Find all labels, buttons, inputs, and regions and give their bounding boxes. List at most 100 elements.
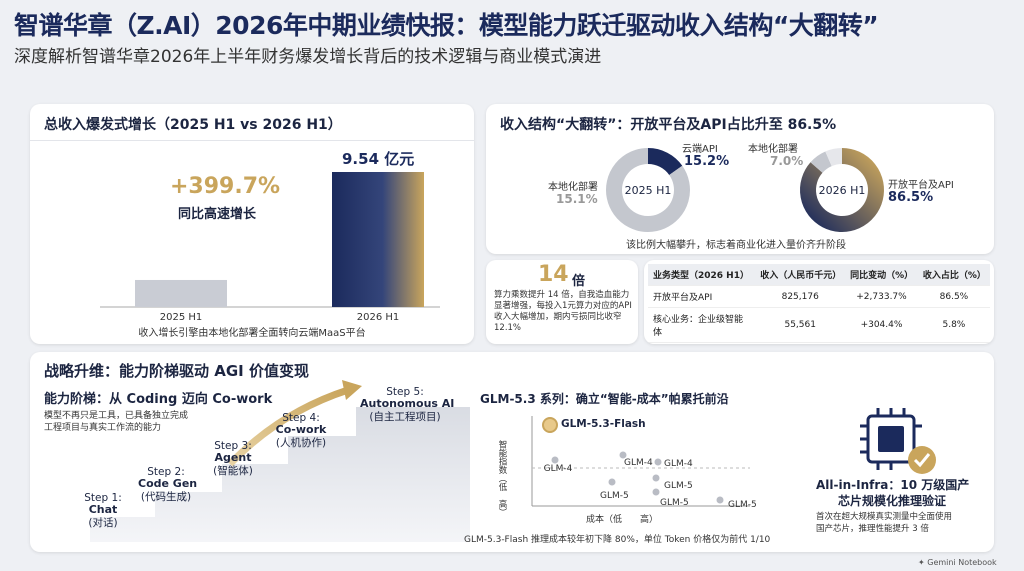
- d1-sega-label: 云端API: [682, 144, 718, 155]
- table-cell: 67,037: [755, 342, 846, 344]
- ladder-steps: [90, 380, 470, 542]
- donut1-cloud-api-segment: [647, 148, 683, 176]
- revenue-card: 总收入爆发式增长（2025 H1 vs 2026 H1） +399.7% 同比高…: [30, 104, 474, 344]
- table-header: 收入占比（%）: [917, 264, 990, 286]
- step-4-cn: (人机协作): [275, 436, 327, 449]
- step-5-label: Step 5:: [386, 386, 424, 398]
- flash-label: GLM-5.3-Flash: [561, 418, 646, 430]
- page-title: 智谱华章（Z.AI）2026年中期业绩快报：模型能力跃迁驱动收入结构“大翻转”: [14, 11, 879, 40]
- glm-point-label: GLM-5: [728, 500, 757, 510]
- step-3-label: Step 3:: [214, 440, 252, 452]
- step-2-cn: (代码生成): [140, 490, 192, 503]
- x-tick-label: 2026 H1: [357, 312, 400, 323]
- growth-value: +399.7%: [170, 174, 281, 199]
- step-4-name: Co-work: [275, 423, 327, 437]
- glm-point-label: GLM-4: [624, 458, 653, 468]
- step-1: Step 1: Chat (对话): [78, 492, 128, 529]
- flash-point: [542, 417, 558, 433]
- donut1-center: 2025 H1: [625, 184, 672, 197]
- glm-scatter: GLM-4 GLM-4 GLM-4 GLM-5 GLM-5 GLM-5 GLM-5: [531, 416, 757, 510]
- divider: [30, 140, 474, 141]
- footer-brand: ✦ Gemini Notebook: [918, 558, 997, 567]
- step-3-name: Agent: [214, 451, 252, 465]
- step-4-label: Step 4:: [282, 412, 320, 424]
- d1-sega-value: 15.2%: [684, 154, 730, 169]
- step-2: Step 2: Code Gen (代码生成): [138, 466, 198, 503]
- donut2-api-segment: [800, 148, 884, 232]
- glm-title: GLM-5.3 系列：确立“智能-成本”帕累托前沿: [480, 392, 729, 406]
- table-cell: +304.4%: [845, 307, 918, 343]
- growth-arrow: [227, 386, 350, 467]
- step-5-cn: (自主工程项目): [369, 410, 441, 423]
- structure-note: 该比例大幅攀升，标志着商业化进入量价齐升阶段: [626, 240, 846, 251]
- step-2-name: Code Gen: [138, 477, 198, 491]
- infra-desc-1: 首次在超大规模真实测量中全面使用: [816, 512, 953, 522]
- revenue-bar-chart: 2025 H1 2026 H1: [100, 172, 440, 323]
- structure-card: 收入结构“大翻转”：开放平台及API占比升至 86.5% 2025 H1 2026…: [486, 104, 994, 254]
- bar-2026-H1: [332, 172, 424, 307]
- d1-segb-value: 15.1%: [556, 192, 598, 206]
- table-header: 同比变动（%）: [845, 264, 918, 286]
- donut2-other-segment: [825, 148, 843, 167]
- glm-point-label: GLM-4: [544, 464, 573, 474]
- glm-point: [652, 488, 660, 496]
- glm-point: [716, 496, 724, 504]
- ladder-title: 能力阶梯：从 Coding 迈向 Co-work: [44, 392, 273, 407]
- step-2-label: Step 2:: [147, 466, 185, 478]
- strategy-card: 战略升维：能力阶梯驱动 AGI 价值变现 能力阶梯：从 Coding 迈向 Co…: [30, 352, 994, 552]
- step-3-cn: (智能体): [213, 464, 253, 477]
- glm-ylabel: 智能指数（低 高）: [497, 440, 507, 517]
- step-3: Step 3: Agent (智能体): [208, 440, 258, 477]
- table-cell: 核心业务：企业级智能体: [648, 307, 756, 343]
- brand-icon: ✦: [918, 558, 928, 567]
- glm-point: [652, 474, 660, 482]
- step-4: Step 4: Co-work (人机协作): [270, 412, 332, 449]
- table-cell: 7.0%: [917, 342, 990, 344]
- chip-icon: [860, 408, 936, 474]
- bar-2025-H1: [135, 279, 227, 307]
- table-cell: +2,733.7%: [845, 285, 918, 308]
- table-cell: 本地化部署：通用大模型: [648, 342, 756, 344]
- revenue-table: 业务类型（2026 H1） 收入（人民币千元） 同比变动（%） 收入占比（%） 开放平…: [648, 264, 990, 344]
- stair-shape: [90, 407, 470, 542]
- step-1-cn: (对话): [88, 516, 118, 529]
- step-5: Step 5: Autonomous AI (自主工程项目): [360, 386, 454, 423]
- multiplier-number: 14: [538, 262, 569, 287]
- glm-point-label: GLM-4: [664, 459, 693, 469]
- glm-point: [551, 456, 559, 464]
- strategy-title: 战略升维：能力阶梯驱动 AGI 价值变现: [44, 362, 309, 380]
- ladder-desc-2: 工程项目与真实工作流的能力: [44, 423, 162, 433]
- table-cell: -54.6%: [845, 342, 918, 344]
- glm-point: [654, 458, 662, 466]
- multiplier-text: 算力乘数提升 14 倍，自我造血能力显著增强，每投入1元算力对应的API收入大幅…: [494, 290, 632, 334]
- d2-sega-value: 7.0%: [770, 154, 804, 168]
- glm-point: [619, 451, 627, 459]
- donut2-center: 2026 H1: [819, 184, 866, 197]
- structure-card-title: 收入结构“大翻转”：开放平台及API占比升至 86.5%: [500, 117, 837, 133]
- table-row: 核心业务：企业级智能体 55,561 +304.4% 5.8%: [648, 307, 990, 343]
- infra-title-1: All-in-Infra：10 万级国产: [816, 478, 970, 492]
- table-card: 业务类型（2026 H1） 收入（人民币千元） 同比变动（%） 收入占比（%） 开放平…: [644, 260, 994, 344]
- step-5-name: Autonomous AI: [360, 397, 455, 411]
- glm-caption: GLM-5.3-Flash 推理成本较年初下降 80%，单位 Token 价格仅…: [464, 535, 771, 545]
- multiplier-unit: 倍: [572, 274, 586, 289]
- x-tick-label: 2025 H1: [160, 312, 203, 323]
- growth-label: 同比高速增长: [178, 207, 257, 222]
- d1-segb-label: 本地化部署: [548, 182, 598, 193]
- table-cell: 825,176: [755, 285, 846, 308]
- donut2-local-segment: [810, 151, 833, 174]
- revenue-footnote: 收入增长引擎由本地化部署全面转向云端MaaS平台: [138, 328, 366, 339]
- infra-title-2: 芯片规模化推理验证: [838, 494, 947, 508]
- brand-label: Gemini Notebook: [927, 558, 997, 567]
- d2-sega-label: 本地化部署: [748, 144, 798, 155]
- step-1-label: Step 1:: [84, 492, 122, 504]
- revenue-card-title: 总收入爆发式增长（2025 H1 vs 2026 H1）: [44, 117, 342, 133]
- bar-value-label: 9.54 亿元: [342, 150, 415, 168]
- d2-segb-value: 86.5%: [888, 190, 934, 205]
- glm-xlabel: 成本（低 高）: [586, 515, 659, 525]
- page-subtitle: 深度解析智谱华章2026年上半年财务爆发增长背后的技术逻辑与商业模式演进: [14, 47, 602, 67]
- glm-point-label: GLM-5: [660, 498, 689, 508]
- table-cell: 86.5%: [917, 285, 990, 308]
- d2-segb-label: 开放平台及API: [888, 180, 954, 191]
- table-cell: 55,561: [755, 307, 846, 343]
